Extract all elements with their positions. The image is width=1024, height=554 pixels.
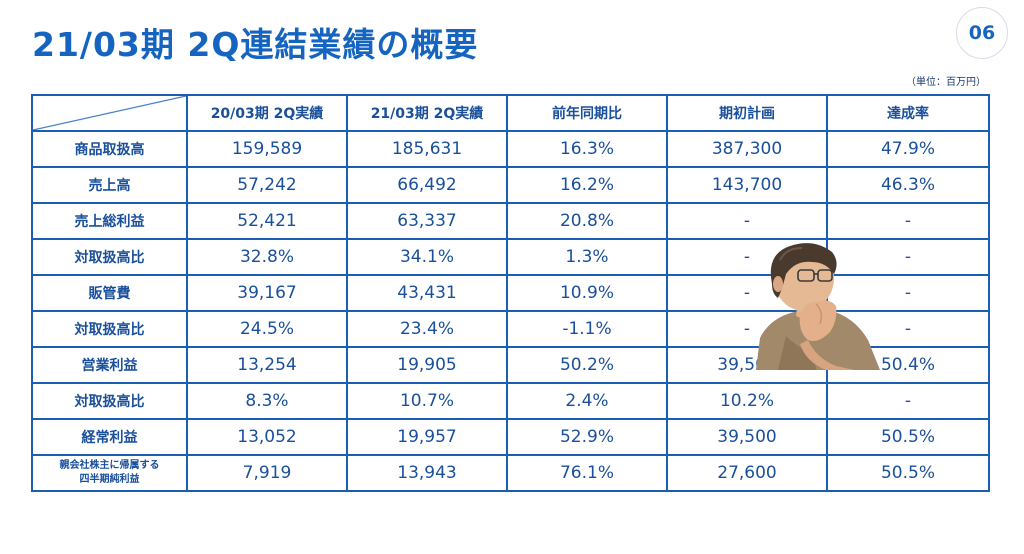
table-cell: - [826, 238, 990, 276]
table-cell: 13,943 [346, 454, 508, 492]
table-header-row: 20/03期 2Q実績 21/03期 2Q実績 前年同期比 期初計画 達成率 [31, 94, 990, 132]
row-label: 親会社株主に帰属する 四半期純利益 [31, 454, 188, 492]
row-label: 商品取扱高 [31, 130, 188, 168]
table-cell: 1.3% [506, 238, 668, 276]
table-cell: 46.3% [826, 166, 990, 204]
table-row: 経常利益 13,052 19,957 52.9% 39,500 50.5% [31, 418, 990, 456]
row-label-line1: 親会社株主に帰属する [59, 460, 160, 471]
table-row: 対取扱高比 8.3% 10.7% 2.4% 10.2% - [31, 382, 990, 420]
presenter-image [756, 243, 880, 370]
results-table: 20/03期 2Q実績 21/03期 2Q実績 前年同期比 期初計画 達成率 商… [31, 94, 990, 492]
table-cell: 10.9% [506, 274, 668, 312]
row-label: 対取扱高比 [31, 238, 188, 276]
table-row: 親会社株主に帰属する 四半期純利益 7,919 13,943 76.1% 27,… [31, 454, 990, 492]
page-number-badge: 06 [956, 7, 1008, 59]
table-cell: 24.5% [186, 310, 348, 348]
header-initial-plan: 期初計画 [666, 94, 828, 132]
table-cell: 39,500 [666, 418, 828, 456]
table-cell: 39,167 [186, 274, 348, 312]
table-cell: 10.7% [346, 382, 508, 420]
table-cell: 63,337 [346, 202, 508, 240]
table-cell: 185,631 [346, 130, 508, 168]
table-cell: 27,600 [666, 454, 828, 492]
table-cell: - [666, 202, 828, 240]
table-cell: 50.2% [506, 346, 668, 384]
table-cell: 387,300 [666, 130, 828, 168]
corner-header-cell [31, 94, 188, 132]
row-label: 販管費 [31, 274, 188, 312]
table-row: 販管費 39,167 43,431 10.9% - - [31, 274, 990, 312]
table-cell: 16.2% [506, 166, 668, 204]
table-cell: 19,957 [346, 418, 508, 456]
table-row: 商品取扱高 159,589 185,631 16.3% 387,300 47.9… [31, 130, 990, 168]
table-cell: 20.8% [506, 202, 668, 240]
table-row: 営業利益 13,254 19,905 50.2% 39,500 50.4% [31, 346, 990, 384]
row-label: 売上高 [31, 166, 188, 204]
table-cell: 43,431 [346, 274, 508, 312]
row-label: 営業利益 [31, 346, 188, 384]
table-cell: 32.8% [186, 238, 348, 276]
table-cell: 52,421 [186, 202, 348, 240]
table-cell: 66,492 [346, 166, 508, 204]
row-label: 経常利益 [31, 418, 188, 456]
table-cell: 50.5% [826, 418, 990, 456]
table-cell: -1.1% [506, 310, 668, 348]
table-cell: 47.9% [826, 130, 990, 168]
table-cell: 10.2% [666, 382, 828, 420]
header-yoy: 前年同期比 [506, 94, 668, 132]
table-cell: - [826, 274, 990, 312]
header-prev-year-2q: 20/03期 2Q実績 [186, 94, 348, 132]
presenter-video-overlay [756, 240, 880, 370]
table-cell: - [826, 382, 990, 420]
header-achievement-rate: 達成率 [826, 94, 990, 132]
table-cell: 52.9% [506, 418, 668, 456]
table-cell: 23.4% [346, 310, 508, 348]
table-cell: 50.4% [826, 346, 990, 384]
header-current-year-2q: 21/03期 2Q実績 [346, 94, 508, 132]
row-label: 対取扱高比 [31, 382, 188, 420]
table-cell: 143,700 [666, 166, 828, 204]
table-cell: 34.1% [346, 238, 508, 276]
table-row: 売上高 57,242 66,492 16.2% 143,700 46.3% [31, 166, 990, 204]
row-label: 売上総利益 [31, 202, 188, 240]
table-cell: - [826, 202, 990, 240]
row-label-line2: 四半期純利益 [79, 474, 140, 485]
page-title: 21/03期 2Q連結業績の概要 [32, 25, 479, 64]
table-cell: 13,052 [186, 418, 348, 456]
table-cell: 159,589 [186, 130, 348, 168]
table-cell: 50.5% [826, 454, 990, 492]
table-cell: 13,254 [186, 346, 348, 384]
row-label: 対取扱高比 [31, 310, 188, 348]
table-cell: 57,242 [186, 166, 348, 204]
table-row: 売上総利益 52,421 63,337 20.8% - - [31, 202, 990, 240]
table-row: 対取扱高比 24.5% 23.4% -1.1% - - [31, 310, 990, 348]
table-cell: 8.3% [186, 382, 348, 420]
table-cell: 2.4% [506, 382, 668, 420]
table-cell: 76.1% [506, 454, 668, 492]
unit-label: （単位：百万円） [906, 77, 986, 88]
table-cell: 16.3% [506, 130, 668, 168]
table-cell: 7,919 [186, 454, 348, 492]
table-cell: 19,905 [346, 346, 508, 384]
